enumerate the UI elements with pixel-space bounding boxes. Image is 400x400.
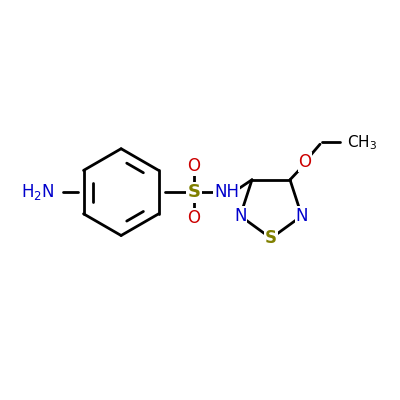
Text: S: S <box>265 229 277 247</box>
Text: S: S <box>188 183 200 201</box>
Text: O: O <box>188 157 200 175</box>
Text: NH: NH <box>214 183 239 201</box>
Text: N: N <box>234 207 246 225</box>
Text: CH$_3$: CH$_3$ <box>347 133 377 152</box>
Text: O: O <box>188 209 200 227</box>
Text: O: O <box>298 153 312 171</box>
Text: H$_2$N: H$_2$N <box>21 182 54 202</box>
Text: N: N <box>296 207 308 225</box>
